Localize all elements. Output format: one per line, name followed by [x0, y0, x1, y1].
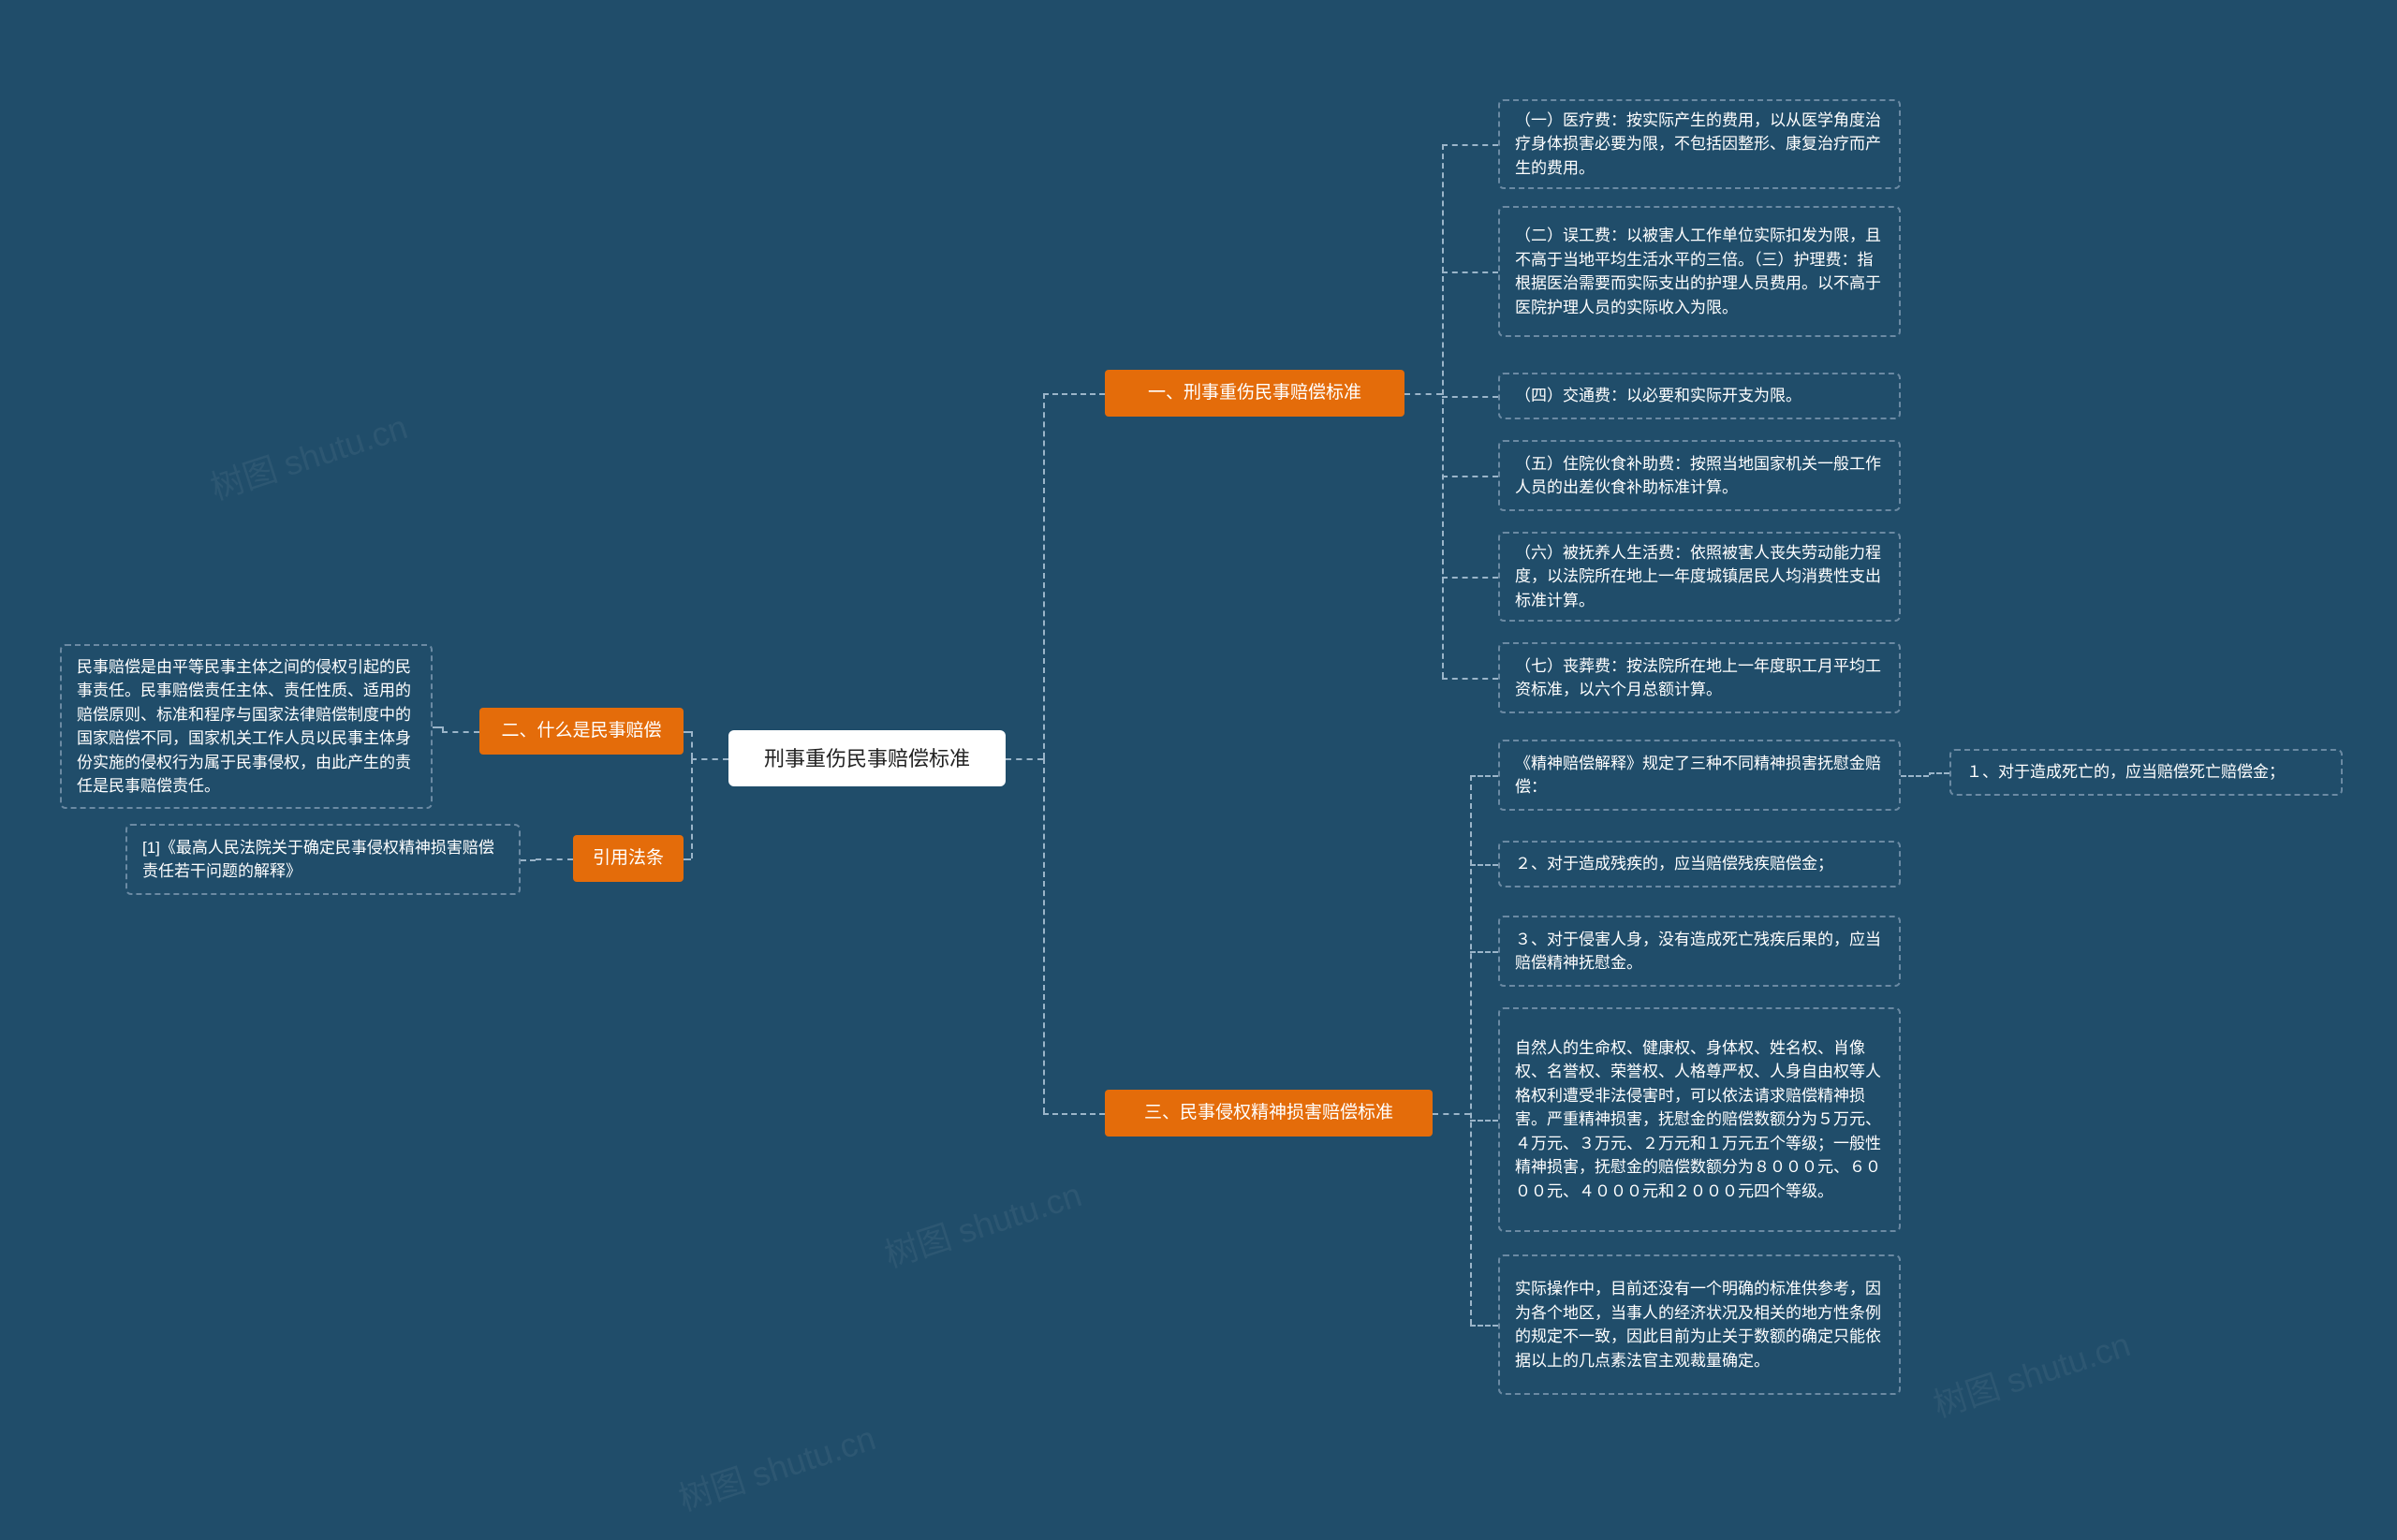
connector: [691, 731, 693, 758]
connector: [1470, 864, 1498, 866]
leaf-node[interactable]: 民事赔偿是由平等民事主体之间的侵权引起的民事责任。民事赔偿责任主体、责任性质、适…: [60, 644, 433, 809]
watermark: 树图 shutu.cn: [1926, 1318, 2135, 1428]
leaf-node[interactable]: 实际操作中，目前还没有一个明确的标准供参考，因为各个地区，当事人的经济状况及相关…: [1498, 1254, 1901, 1395]
branch-node[interactable]: 二、什么是民事赔偿: [479, 708, 684, 755]
connector: [1470, 951, 1498, 953]
connector: [521, 859, 536, 861]
connector: [691, 758, 728, 760]
connector: [536, 858, 537, 859]
connector: [1442, 144, 1498, 146]
connector: [1006, 758, 1043, 760]
connector: [1442, 476, 1498, 477]
connector: [1442, 678, 1498, 680]
connector: [684, 731, 691, 733]
leaf-node[interactable]: （二）误工费：以被害人工作单位实际扣发为限，且不高于当地平均生活水平的三倍。（三…: [1498, 206, 1901, 337]
leaf-node[interactable]: （四）交通费：以必要和实际开支为限。: [1498, 373, 1901, 419]
connector: [1043, 758, 1045, 1113]
connector: [1043, 393, 1045, 758]
connector: [1901, 775, 1929, 777]
connector: [1043, 393, 1105, 395]
branch-node[interactable]: 引用法条: [573, 835, 684, 882]
connector: [1442, 271, 1498, 273]
mindmap-canvas: 树图 shutu.cn 树图 shutu.cn 树图 shutu.cn 树图 shut…: [0, 0, 2397, 1540]
leaf-node[interactable]: ３、对于侵害人身，没有造成死亡残疾后果的，应当赔偿精神抚慰金。: [1498, 916, 1901, 987]
connector: [1442, 396, 1498, 398]
connector: [433, 726, 442, 728]
leaf-node[interactable]: １、对于造成死亡的，应当赔偿死亡赔偿金；: [1949, 749, 2343, 796]
connector: [442, 731, 479, 733]
branch-node[interactable]: 一、刑事重伤民事赔偿标准: [1105, 370, 1404, 417]
connector: [536, 858, 573, 860]
leaf-node[interactable]: 《精神赔偿解释》规定了三种不同精神损害抚慰金赔偿：: [1498, 740, 1901, 811]
connector: [1470, 775, 1472, 1325]
connector: [1043, 1113, 1105, 1115]
connector: [1470, 775, 1498, 777]
leaf-node[interactable]: [1]《最高人民法院关于确定民事侵权精神损害赔偿责任若干问题的解释》: [125, 824, 521, 895]
connector: [1404, 393, 1442, 395]
root-node[interactable]: 刑事重伤民事赔偿标准: [728, 730, 1006, 786]
leaf-node[interactable]: 自然人的生命权、健康权、身体权、姓名权、肖像权、名誉权、荣誉权、人格尊严权、人身…: [1498, 1007, 1901, 1232]
connector: [1929, 772, 1949, 774]
connector: [1442, 144, 1444, 678]
connector: [684, 858, 691, 860]
leaf-node[interactable]: ２、对于造成残疾的，应当赔偿残疾赔偿金；: [1498, 841, 1901, 887]
watermark: 树图 shutu.cn: [877, 1168, 1086, 1278]
watermark: 树图 shutu.cn: [203, 401, 412, 510]
connector: [1470, 1120, 1498, 1122]
connector: [691, 758, 693, 858]
leaf-node[interactable]: （七）丧葬费：按法院所在地上一年度职工月平均工资标准，以六个月总额计算。: [1498, 642, 1901, 713]
leaf-node[interactable]: （五）住院伙食补助费：按照当地国家机关一般工作人员的出差伙食补助标准计算。: [1498, 440, 1901, 511]
connector: [442, 726, 444, 731]
branch-node[interactable]: 三、民事侵权精神损害赔偿标准: [1105, 1090, 1433, 1137]
connector: [1442, 577, 1498, 579]
leaf-node[interactable]: （六）被抚养人生活费：依照被害人丧失劳动能力程度，以法院所在地上一年度城镇居民人…: [1498, 532, 1901, 622]
connector: [1470, 1325, 1498, 1327]
connector: [1433, 1113, 1470, 1115]
leaf-node[interactable]: （一）医疗费：按实际产生的费用，以从医学角度治疗身体损害必要为限，不包括因整形、…: [1498, 99, 1901, 189]
watermark: 树图 shutu.cn: [671, 1412, 880, 1521]
